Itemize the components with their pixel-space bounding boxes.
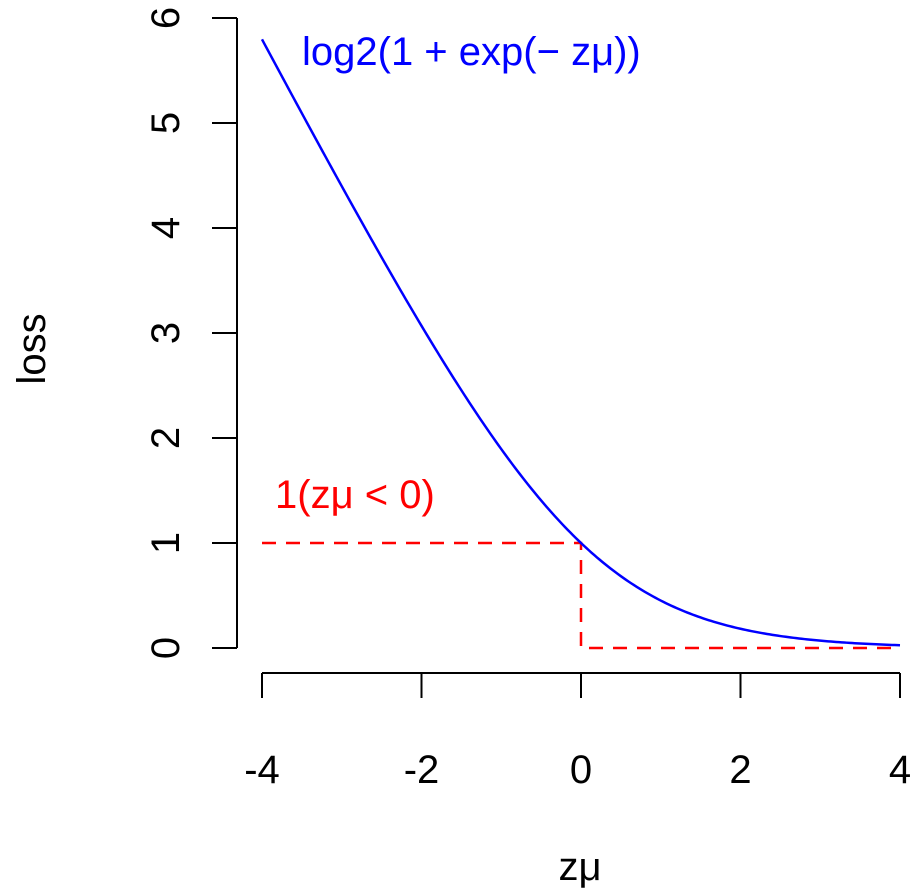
y-tick-label: 0	[144, 637, 188, 659]
y-ticks: 0 1 2 3 4 5 6	[144, 7, 237, 659]
x-tick-label: 2	[729, 748, 751, 792]
y-tick-label: 2	[144, 427, 188, 449]
x-tick-label: -4	[244, 748, 280, 792]
y-tick-label: 3	[144, 322, 188, 344]
y-tick-label: 4	[144, 217, 188, 239]
y-tick-label: 1	[144, 532, 188, 554]
y-axis: 0 1 2 3 4 5 6	[144, 7, 238, 659]
series-logistic-loss-line	[260, 38, 901, 647]
series-logistic-loss-label: log2(1 + exp(− zμ))	[302, 30, 641, 74]
y-tick-label: 5	[144, 112, 188, 134]
x-ticks: -4 -2 0 2 4	[244, 673, 911, 792]
x-tick-label: 4	[889, 748, 911, 792]
y-axis-title: loss	[10, 313, 54, 384]
series-indicator-loss-label: 1(zμ < 0)	[275, 473, 435, 517]
series-indicator-loss-line	[262, 541, 900, 650]
x-axis: -4 -2 0 2 4	[244, 672, 911, 792]
x-axis-title: zμ	[558, 845, 601, 889]
x-tick-label: -2	[404, 748, 440, 792]
x-tick-label: 0	[570, 748, 592, 792]
y-tick-label: 6	[144, 7, 188, 29]
